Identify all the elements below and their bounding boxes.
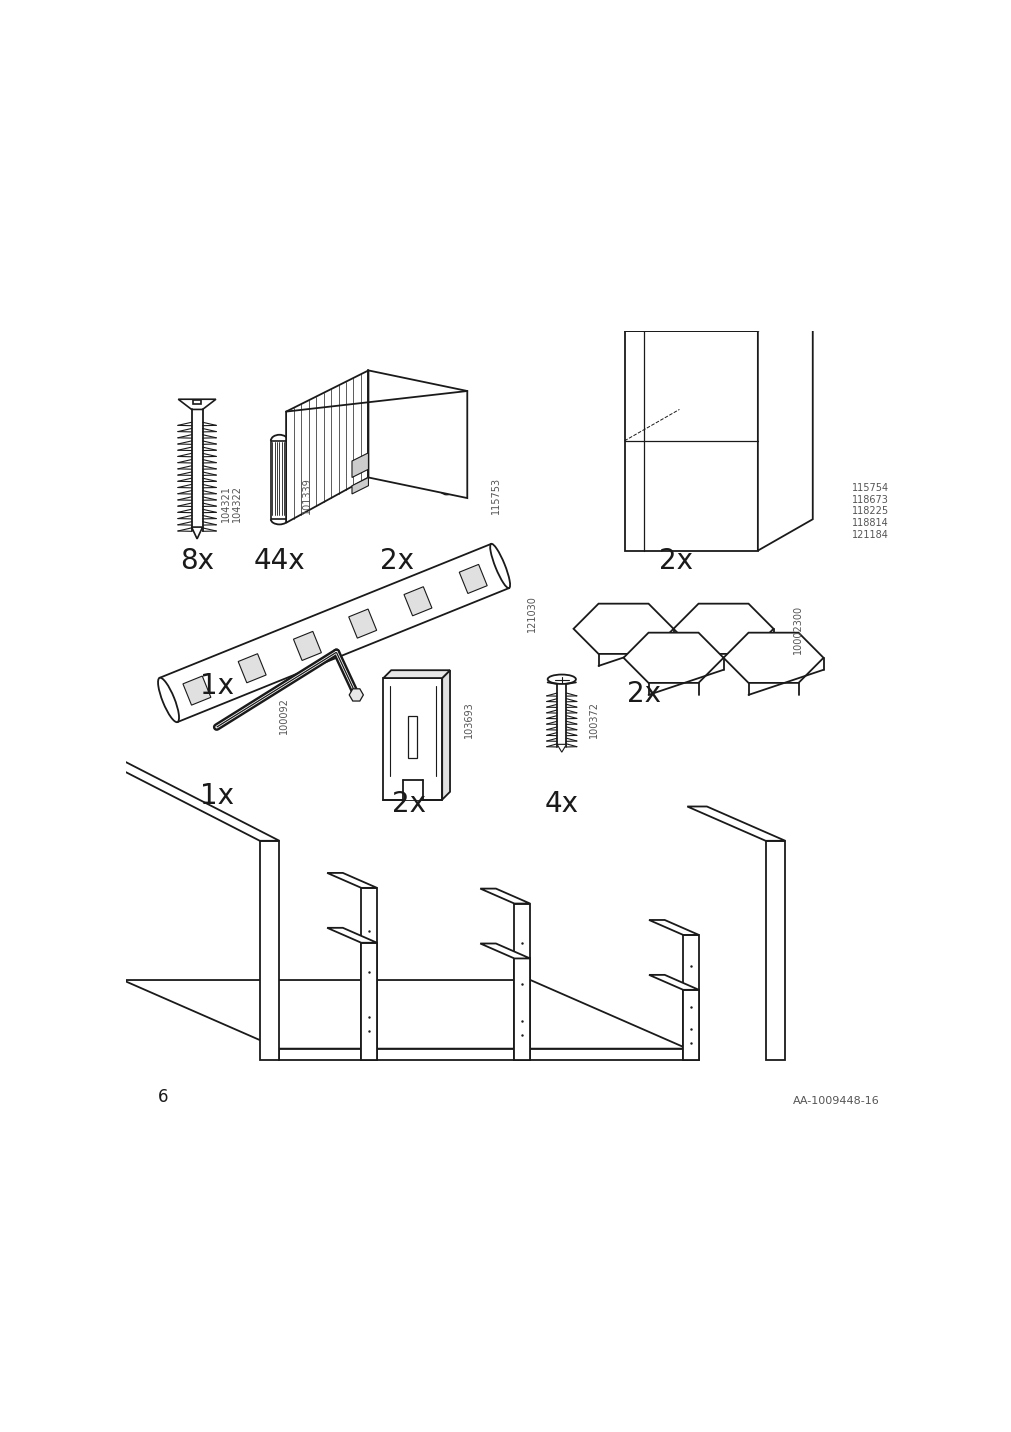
Polygon shape bbox=[403, 587, 432, 616]
Text: 4x: 4x bbox=[544, 790, 578, 818]
Text: 2x: 2x bbox=[658, 547, 692, 574]
Polygon shape bbox=[407, 716, 418, 759]
Text: 104321
104322: 104321 104322 bbox=[220, 485, 242, 523]
Polygon shape bbox=[723, 633, 823, 683]
Polygon shape bbox=[361, 888, 377, 1061]
Polygon shape bbox=[238, 654, 266, 683]
Polygon shape bbox=[286, 371, 368, 523]
Ellipse shape bbox=[158, 677, 179, 722]
Polygon shape bbox=[514, 958, 530, 1061]
Polygon shape bbox=[122, 979, 686, 1048]
Polygon shape bbox=[327, 874, 377, 888]
Polygon shape bbox=[556, 745, 566, 752]
Polygon shape bbox=[368, 371, 467, 498]
Text: 1x: 1x bbox=[199, 672, 234, 700]
Polygon shape bbox=[459, 564, 486, 593]
Text: 121030: 121030 bbox=[526, 594, 536, 632]
Polygon shape bbox=[193, 401, 201, 404]
Polygon shape bbox=[361, 942, 377, 1061]
Polygon shape bbox=[191, 527, 202, 538]
Polygon shape bbox=[673, 604, 772, 654]
Text: 115754
118673
118225
118814
121184: 115754 118673 118225 118814 121184 bbox=[851, 483, 889, 540]
Polygon shape bbox=[623, 633, 723, 683]
Text: 2x: 2x bbox=[391, 790, 426, 818]
Polygon shape bbox=[480, 944, 530, 958]
Polygon shape bbox=[480, 889, 530, 904]
Polygon shape bbox=[352, 453, 368, 477]
Text: 44x: 44x bbox=[254, 547, 305, 574]
Polygon shape bbox=[293, 632, 321, 660]
Text: 8x: 8x bbox=[180, 547, 214, 574]
Polygon shape bbox=[624, 299, 812, 331]
Polygon shape bbox=[383, 670, 450, 679]
Polygon shape bbox=[327, 928, 377, 942]
Polygon shape bbox=[682, 990, 699, 1061]
Polygon shape bbox=[178, 400, 215, 410]
Polygon shape bbox=[648, 919, 699, 935]
Polygon shape bbox=[624, 331, 757, 551]
Polygon shape bbox=[349, 609, 376, 639]
Polygon shape bbox=[765, 841, 785, 1061]
Polygon shape bbox=[271, 441, 288, 520]
Circle shape bbox=[401, 705, 424, 727]
Polygon shape bbox=[279, 1048, 686, 1061]
Ellipse shape bbox=[489, 544, 510, 589]
Polygon shape bbox=[402, 780, 423, 799]
Text: 2x: 2x bbox=[627, 680, 660, 707]
Polygon shape bbox=[573, 604, 673, 654]
Polygon shape bbox=[349, 689, 363, 702]
Polygon shape bbox=[442, 670, 450, 799]
Polygon shape bbox=[514, 904, 530, 1061]
Polygon shape bbox=[103, 760, 279, 841]
Text: 101339: 101339 bbox=[302, 477, 311, 514]
Text: 6: 6 bbox=[158, 1088, 168, 1106]
Text: 1x: 1x bbox=[199, 782, 234, 811]
Polygon shape bbox=[352, 477, 368, 494]
Polygon shape bbox=[260, 841, 279, 1061]
Polygon shape bbox=[183, 676, 210, 705]
Text: 10002300: 10002300 bbox=[793, 604, 803, 653]
Text: 100372: 100372 bbox=[588, 700, 599, 737]
Polygon shape bbox=[383, 679, 442, 799]
Polygon shape bbox=[757, 299, 812, 551]
Text: 2x: 2x bbox=[380, 547, 413, 574]
Polygon shape bbox=[103, 760, 122, 979]
Text: 103693: 103693 bbox=[463, 700, 473, 737]
Text: 100092: 100092 bbox=[279, 697, 289, 733]
Text: 115753: 115753 bbox=[490, 477, 500, 514]
Polygon shape bbox=[648, 975, 699, 990]
Polygon shape bbox=[682, 935, 699, 1061]
Ellipse shape bbox=[547, 674, 575, 684]
Polygon shape bbox=[686, 806, 785, 841]
Text: AA-1009448-16: AA-1009448-16 bbox=[792, 1095, 879, 1106]
